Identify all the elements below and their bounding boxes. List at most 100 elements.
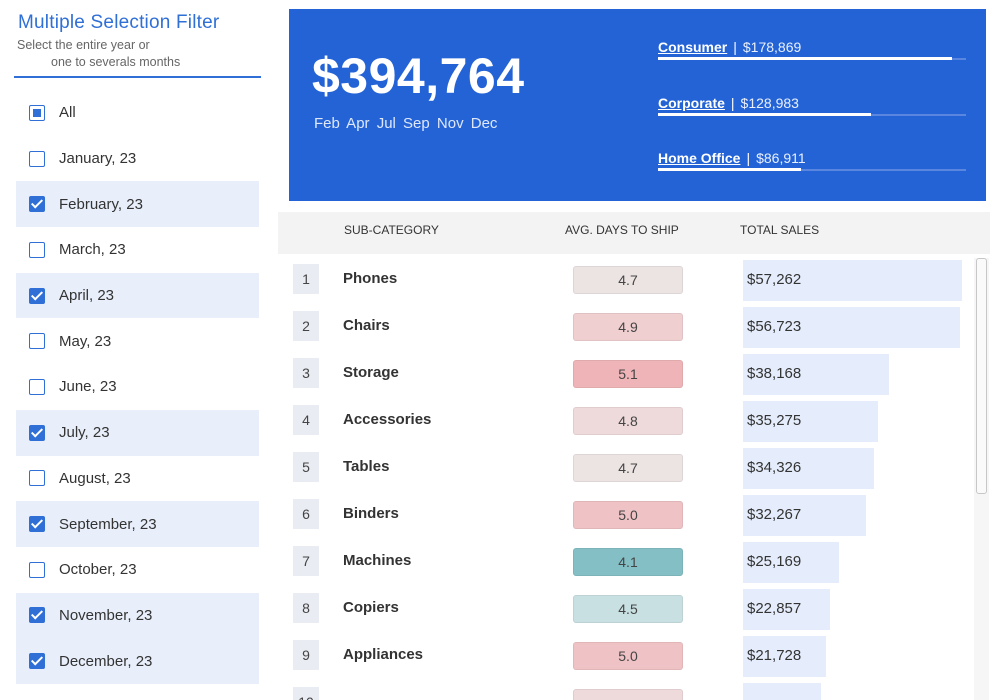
filter-item-label: June, 23 — [59, 378, 117, 396]
rank-badge: 6 — [293, 499, 319, 529]
column-header-sub-category[interactable]: SUB-CATEGORY — [344, 223, 439, 237]
filter-item[interactable]: July, 23 — [16, 409, 259, 456]
checkbox[interactable] — [29, 241, 45, 258]
table-row[interactable]: 1 Phones 4.7 $57,262 — [278, 257, 973, 304]
sales-bar — [743, 495, 866, 536]
table-header: SUB-CATEGORY AVG. DAYS TO SHIP TOTAL SAL… — [278, 212, 990, 254]
segment-value: $178,869 — [742, 39, 802, 55]
days-to-ship-cell: 5.1 — [573, 360, 683, 388]
checkbox[interactable] — [29, 561, 45, 578]
kpi-panel: $394,764 Feb Apr Jul Sep Nov Dec Consume… — [289, 9, 986, 201]
checkbox[interactable] — [29, 607, 45, 624]
sales-bar — [743, 448, 874, 489]
filter-item[interactable]: March, 23 — [16, 227, 259, 273]
sales-bar — [743, 589, 830, 630]
filter-item[interactable]: All — [16, 90, 259, 136]
filter-item-label: May, 23 — [59, 332, 112, 350]
segment-value: $86,911 — [756, 150, 806, 166]
checkbox[interactable] — [29, 470, 45, 487]
filter-item-label: February, 23 — [59, 195, 143, 213]
filter-item[interactable]: December, 23 — [16, 638, 259, 684]
table-row[interactable]: 4 Accessories 4.8 $35,275 — [278, 398, 973, 445]
checkbox[interactable] — [29, 150, 45, 167]
sub-category-name: Storage — [343, 364, 399, 381]
scrollbar-thumb[interactable] — [976, 258, 987, 494]
segment-bar-track — [658, 168, 966, 171]
filter-item[interactable]: November, 23 — [16, 592, 259, 639]
segment-name: Corporate — [658, 95, 725, 111]
days-to-ship-cell: 4.7 — [573, 266, 683, 294]
filter-item-label: All — [59, 104, 76, 122]
table-row[interactable]: 3 Storage 5.1 $38,168 — [278, 351, 973, 398]
month-filter-panel: Multiple Selection Filter Select the ent… — [14, 8, 262, 700]
table-row[interactable]: 6 Binders 5.0 $32,267 — [278, 492, 973, 539]
segment-corporate[interactable]: Corporate | $128,983 — [658, 95, 966, 116]
selected-months: Feb Apr Jul Sep Nov Dec — [314, 115, 498, 132]
segment-bar-track — [658, 113, 966, 116]
checkbox[interactable] — [29, 653, 45, 670]
segment-consumer[interactable]: Consumer | $178,869 — [658, 39, 966, 60]
sub-category-name: Accessories — [343, 411, 432, 428]
days-to-ship-cell: 4.1 — [573, 548, 683, 576]
checkbox[interactable] — [29, 333, 45, 350]
sub-category-name: Tables — [343, 458, 390, 475]
filter-title: Multiple Selection Filter — [18, 12, 220, 33]
checkbox[interactable] — [29, 516, 45, 533]
rank-badge: 3 — [293, 358, 319, 388]
checkbox[interactable] — [29, 424, 45, 441]
filter-item[interactable]: August, 23 — [16, 456, 259, 502]
filter-item-label: March, 23 — [59, 241, 126, 259]
filter-item[interactable]: April, 23 — [16, 272, 259, 319]
rank-badge: 2 — [293, 311, 319, 341]
table-row[interactable]: 7 Machines 4.1 $25,169 — [278, 539, 973, 586]
rank-badge: 1 — [293, 264, 319, 294]
total-sales-value: $34,326 — [747, 459, 802, 476]
filter-item[interactable]: February, 23 — [16, 181, 259, 228]
filter-item[interactable]: October, 23 — [16, 547, 259, 593]
sales-bar — [743, 354, 889, 395]
filter-item[interactable]: May, 23 — [16, 318, 259, 364]
table-scrollbar[interactable] — [974, 258, 989, 700]
filter-divider — [14, 76, 261, 78]
days-to-ship-cell — [573, 689, 683, 700]
sales-bar — [743, 636, 826, 677]
checkbox[interactable] — [29, 104, 45, 121]
filter-list: All January, 23 February, 23 March, 23 April… — [16, 90, 259, 684]
checkbox[interactable] — [29, 196, 45, 213]
total-sales-value: $32,267 — [747, 506, 802, 523]
column-header-days-to-ship[interactable]: AVG. DAYS TO SHIP — [565, 223, 679, 237]
checkbox[interactable] — [29, 287, 45, 304]
filter-item-label: August, 23 — [59, 469, 131, 487]
days-to-ship-cell: 4.7 — [573, 454, 683, 482]
total-sales-value: $22,857 — [747, 600, 802, 617]
total-sales-value: $38,168 — [747, 365, 802, 382]
table-row[interactable]: 5 Tables 4.7 $34,326 — [278, 445, 973, 492]
filter-item-label: April, 23 — [59, 287, 115, 305]
filter-item[interactable]: January, 23 — [16, 136, 259, 182]
table-row[interactable]: 9 Appliances 5.0 $21,728 — [278, 633, 973, 680]
segment-bar-track — [658, 57, 966, 60]
filter-item[interactable]: September, 23 — [16, 501, 259, 547]
checkbox[interactable] — [29, 378, 45, 395]
days-to-ship-cell: 5.0 — [573, 501, 683, 529]
table-row[interactable]: 2 Chairs 4.9 $56,723 — [278, 304, 973, 351]
filter-item-label: December, 23 — [59, 652, 153, 670]
sub-category-table: 1 Phones 4.7 $57,262 2 Chairs 4.9 $56,723 3 Stora… — [278, 257, 973, 700]
filter-item-label: October, 23 — [59, 561, 137, 579]
segment-value: $128,983 — [740, 95, 799, 111]
days-to-ship-cell: 4.9 — [573, 313, 683, 341]
rank-badge: 9 — [293, 640, 319, 670]
days-to-ship-cell: 4.5 — [573, 595, 683, 623]
table-row[interactable]: 8 Copiers 4.5 $22,857 — [278, 586, 973, 633]
segment-separator: | — [730, 95, 735, 111]
filter-item[interactable]: June, 23 — [16, 364, 259, 410]
total-sales-value: $35,275 — [747, 412, 802, 429]
table-row[interactable]: 10 — [278, 680, 973, 700]
column-header-total-sales[interactable]: TOTAL SALES — [740, 223, 820, 237]
segment-separator: | — [746, 150, 751, 166]
segment-bar-fill — [658, 57, 952, 60]
sub-category-name: Machines — [343, 552, 412, 569]
rank-badge: 8 — [293, 593, 319, 623]
segment-home-office[interactable]: Home Office | $86,911 — [658, 150, 966, 171]
